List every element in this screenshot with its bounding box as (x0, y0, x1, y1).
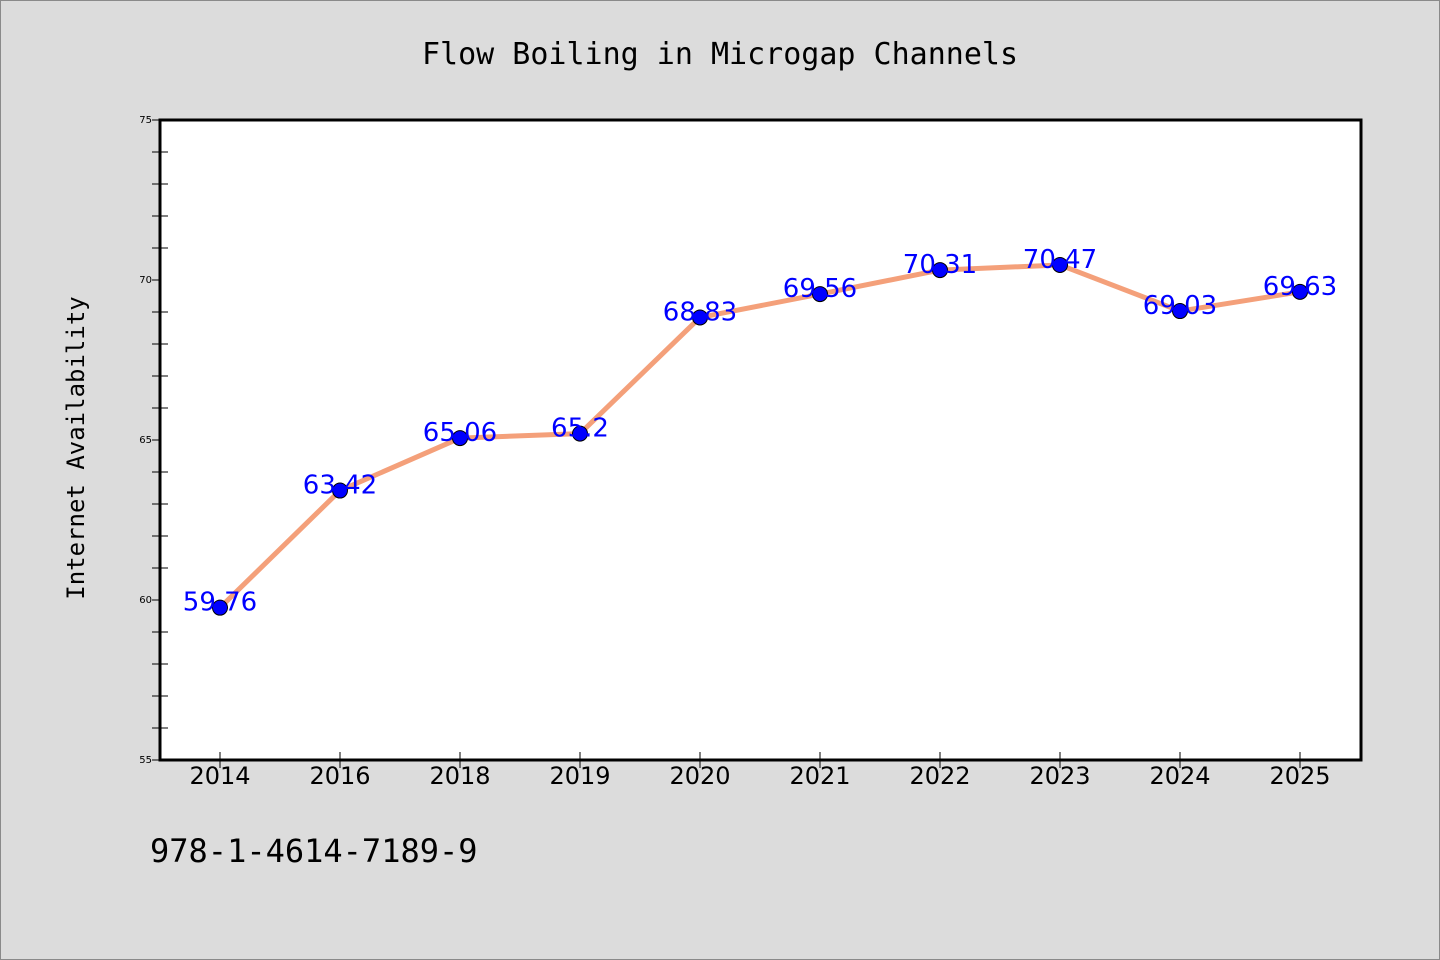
data-label: 59.76 (183, 588, 257, 618)
y-tick-label: 75 (139, 115, 152, 126)
data-label: 65.06 (423, 418, 497, 448)
series-line-group (217, 262, 1303, 611)
data-label: 63.42 (303, 471, 377, 501)
x-axis: 2014 2016 2018 2019 2020 2021 2022 2023 2024 2025 (189, 752, 1331, 790)
x-tick-label: 2019 (549, 762, 610, 790)
data-label: 69.03 (1143, 291, 1217, 321)
x-tick-label: 2024 (1149, 762, 1210, 790)
y-tick-label: 65 (139, 435, 152, 446)
y-tick-label: 55 (139, 755, 152, 766)
data-point (692, 309, 708, 326)
y-axis-label: Internet Availability (62, 296, 90, 599)
x-tick-label: 2022 (909, 762, 970, 790)
data-labels-group: 59.76 63.42 65.06 65.2 68.83 69.56 70.31 70.47 6… (183, 245, 1337, 618)
data-label: 70.31 (903, 250, 977, 280)
y-axis: 55 60 65 70 75 (139, 115, 168, 766)
data-point (932, 262, 948, 279)
data-label: 70.47 (1023, 245, 1097, 275)
data-point (212, 599, 228, 616)
data-point (812, 286, 828, 303)
plot-area (158, 118, 1363, 762)
y-tick-label: 60 (139, 595, 152, 606)
data-point (452, 430, 468, 447)
footer-identifier: 978-1-4614-7189-9 (150, 832, 478, 870)
data-point (1292, 283, 1308, 300)
data-label: 69.63 (1263, 272, 1337, 302)
data-label: 68.83 (663, 297, 737, 327)
data-label: 65.2 (551, 414, 609, 444)
x-tick-label: 2025 (1269, 762, 1330, 790)
markers-group (212, 256, 1308, 616)
chart-title: Flow Boiling in Microgap Channels (422, 37, 1018, 72)
data-point (572, 425, 588, 442)
x-tick-label: 2020 (669, 762, 730, 790)
x-tick-label: 2014 (189, 762, 250, 790)
data-point (1052, 256, 1068, 273)
y-tick-label: 70 (139, 275, 152, 286)
x-tick-label: 2016 (309, 762, 370, 790)
x-tick-label: 2018 (429, 762, 490, 790)
x-tick-label: 2021 (789, 762, 850, 790)
data-point (1172, 303, 1188, 320)
x-tick-label: 2023 (1029, 762, 1090, 790)
data-label: 69.56 (783, 274, 857, 304)
series-line (217, 262, 1303, 611)
data-point (332, 482, 348, 499)
